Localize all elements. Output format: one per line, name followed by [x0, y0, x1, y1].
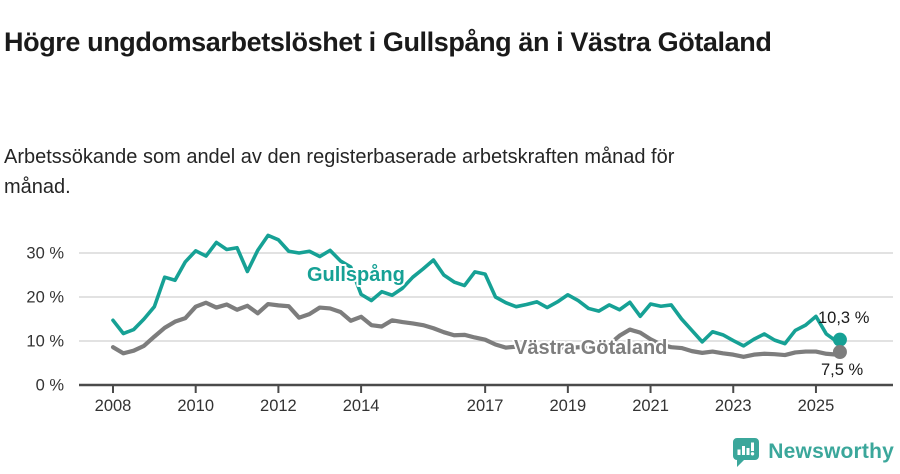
x-tick-label: 2023: [715, 397, 752, 415]
y-tick-label: 0 %: [36, 377, 65, 395]
brand-name: Newsworthy: [768, 440, 894, 463]
gullspang-value-label: 10,3 %: [818, 309, 870, 327]
gullspang-series-label: Gullspång: [307, 263, 405, 286]
gullspang-end-dot: [832, 332, 847, 347]
x-tick-label: 2025: [798, 397, 835, 415]
x-tick-label: 2019: [549, 397, 586, 415]
vastra-gotaland-series-label: Västra Götaland: [514, 337, 667, 359]
chart-title: Högre ungdomsarbetslöshet i Gullspång än…: [4, 27, 772, 58]
newsworthy-logo-icon: [733, 438, 760, 467]
vastra-gotaland-value-label: 7,5 %: [821, 361, 864, 379]
y-tick-label: 10 %: [26, 333, 64, 351]
x-tick-label: 2008: [95, 397, 132, 415]
y-tick-label: 30 %: [26, 245, 64, 263]
vastra-gotaland-line: [110, 300, 843, 359]
x-tick-label: 2021: [632, 397, 669, 415]
x-tick-label: 2014: [343, 397, 380, 415]
x-tick-label: 2012: [260, 397, 297, 415]
gullspang-line: [111, 233, 842, 348]
x-tick-label: 2010: [177, 397, 214, 415]
x-tick-label: 2017: [467, 397, 504, 415]
chart-subtitle: Arbetssökande som andel av den registerb…: [4, 146, 675, 198]
y-tick-label: 20 %: [26, 289, 64, 307]
branding-footer: Newsworthy: [730, 436, 894, 468]
vastra-gotaland-end-dot: [832, 345, 847, 359]
